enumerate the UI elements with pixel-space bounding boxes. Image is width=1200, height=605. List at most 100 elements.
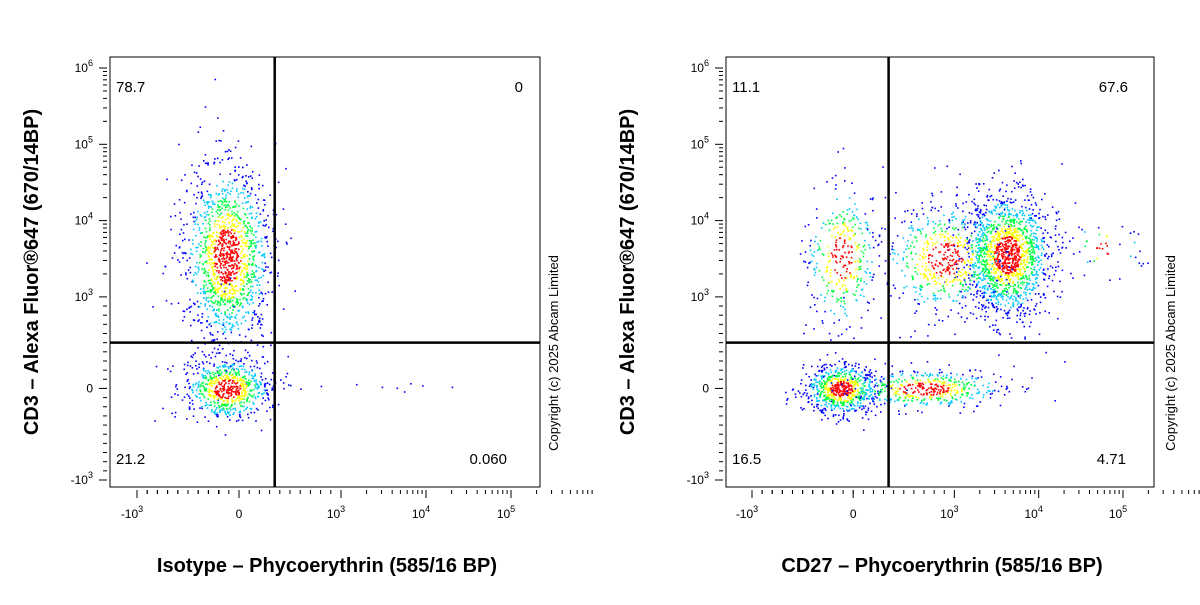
event-dot (190, 249, 192, 251)
event-dot (958, 274, 960, 276)
event-dot (904, 275, 906, 277)
event-dot (1038, 245, 1040, 247)
event-dot (844, 371, 846, 373)
event-dot (184, 387, 186, 389)
event-dot (849, 208, 851, 210)
event-dot (221, 207, 223, 209)
event-dot (230, 366, 232, 368)
event-dot (234, 201, 236, 203)
event-dot (986, 228, 988, 230)
event-dot (1014, 231, 1016, 233)
event-dot (1022, 210, 1024, 212)
event-dot (1011, 337, 1013, 339)
event-dot (925, 256, 927, 258)
event-dot (221, 227, 223, 229)
event-dot (204, 375, 206, 377)
event-dot (855, 242, 857, 244)
event-dot (231, 332, 233, 334)
event-dot (832, 256, 834, 258)
event-dot (231, 369, 233, 371)
event-dot (894, 217, 896, 219)
event-dot (959, 174, 961, 176)
event-dot (237, 276, 239, 278)
event-dot (204, 397, 206, 399)
event-dot (983, 296, 985, 298)
event-dot (217, 281, 219, 283)
event-dot (1008, 283, 1010, 285)
event-dot (925, 234, 927, 236)
event-dot (958, 271, 960, 273)
event-dot (871, 394, 873, 396)
event-dot (991, 272, 993, 274)
event-dot (955, 218, 957, 220)
event-dot (1027, 248, 1029, 250)
event-dot (809, 262, 811, 264)
event-dot (244, 357, 246, 359)
event-dot (997, 258, 999, 260)
event-dot (192, 367, 194, 369)
event-dot (1014, 264, 1016, 266)
event-dot (831, 220, 833, 222)
event-dot (964, 227, 966, 229)
event-dot (856, 245, 858, 247)
event-dot (241, 230, 243, 232)
event-dot (842, 408, 844, 410)
event-dot (1004, 290, 1006, 292)
event-dot (229, 414, 231, 416)
event-dot (193, 408, 195, 410)
event-dot (952, 220, 954, 222)
event-dot (867, 375, 869, 377)
event-dot (1005, 191, 1007, 193)
event-dot (224, 366, 226, 368)
event-dot (251, 146, 253, 148)
event-dot (939, 234, 941, 236)
event-dot (967, 290, 969, 292)
event-dot (950, 245, 952, 247)
quadrant-lower-left-value: 21.2 (116, 451, 145, 468)
event-dot (872, 236, 874, 238)
x-tick-label: 103 (327, 504, 345, 521)
event-dot (1000, 215, 1002, 217)
event-dot (237, 324, 239, 326)
event-dot (214, 275, 216, 277)
event-dot (938, 252, 940, 254)
event-dot (949, 220, 951, 222)
event-dot (986, 248, 988, 250)
event-dot (856, 299, 858, 301)
event-dot (1013, 236, 1015, 238)
event-dot (843, 266, 845, 268)
event-dot (884, 273, 886, 275)
event-dot (254, 255, 256, 257)
event-dot (844, 309, 846, 311)
event-dot (236, 179, 238, 181)
event-dot (263, 270, 265, 272)
event-dot (166, 179, 168, 181)
event-dot (251, 360, 253, 362)
event-dot (255, 237, 257, 239)
event-dot (263, 220, 265, 222)
event-dot (222, 216, 224, 218)
event-dot (196, 262, 198, 264)
event-dot (828, 374, 830, 376)
event-dot (243, 410, 245, 412)
event-dot (255, 271, 257, 273)
event-dot (243, 208, 245, 210)
event-dot (245, 181, 247, 183)
event-dot (263, 199, 265, 201)
event-dot (871, 377, 873, 379)
event-dot (216, 263, 218, 265)
event-dot (250, 412, 252, 414)
event-dot (212, 352, 214, 354)
event-dot (894, 288, 896, 290)
event-dot (976, 318, 978, 320)
event-dot (249, 213, 251, 215)
event-dot (822, 409, 824, 411)
y-tick-exponent: 5 (88, 134, 93, 144)
event-dot (205, 271, 207, 273)
event-dot (1013, 223, 1015, 225)
event-dot (911, 227, 913, 229)
event-dot (152, 306, 154, 308)
event-dot (843, 279, 845, 281)
event-dot (223, 231, 225, 233)
event-dot (264, 263, 266, 265)
